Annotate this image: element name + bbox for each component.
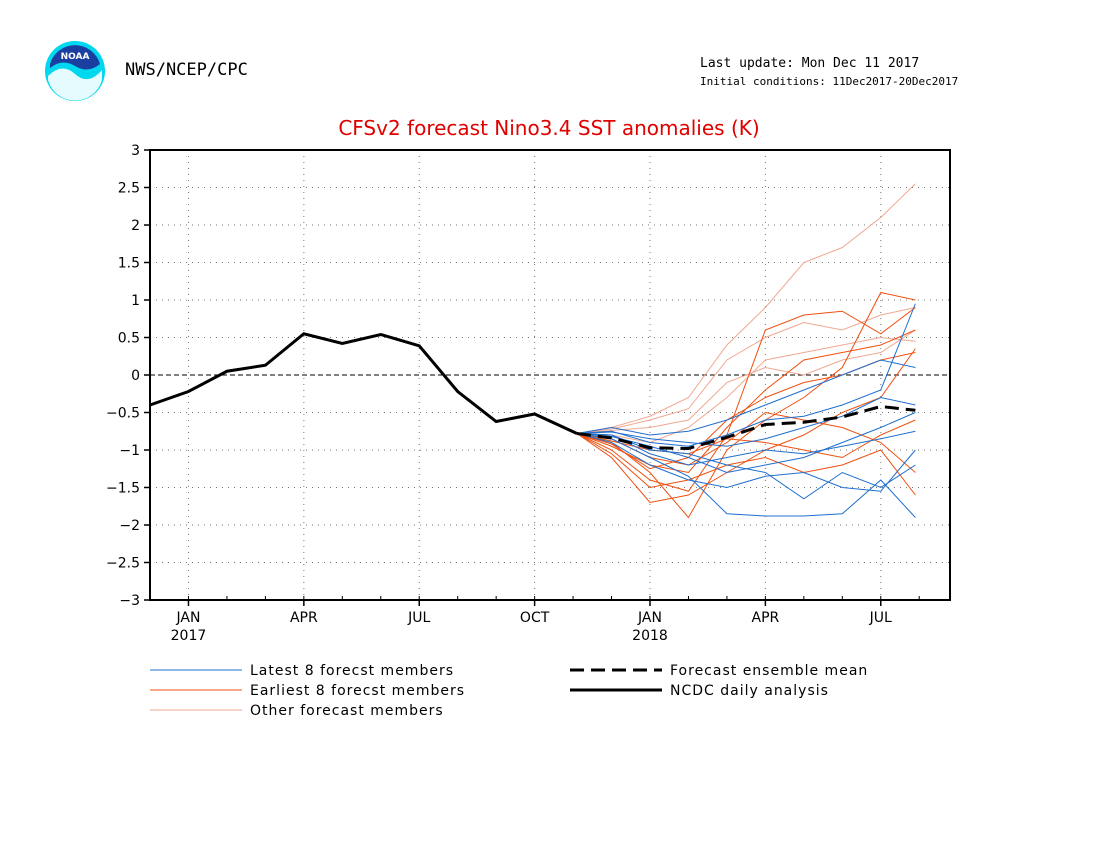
legend-latest-label: Latest 8 forecst members xyxy=(250,663,454,679)
y-tick-label: −1.5 xyxy=(106,481,140,497)
latest-member-line xyxy=(576,303,916,447)
y-tick-label: 1 xyxy=(131,293,140,309)
noaa-logo: NOAA xyxy=(45,41,105,101)
y-tick-label: −2 xyxy=(119,518,140,534)
legend-other-label: Other forecast members xyxy=(250,703,444,719)
ensemble-mean-line xyxy=(576,404,916,451)
x-tick-label: APR xyxy=(290,610,318,626)
y-tick-label: 1.5 xyxy=(118,256,140,272)
y-tick-label: 0.5 xyxy=(118,331,140,347)
chart-title: CFSv2 forecast Nino3.4 SST anomalies (K) xyxy=(338,116,759,140)
axes: 3 2.5 2 1.5 1 0.5 0 −0.5 −1 −1.5 −2 −2.5 −3 JAN 2017 AP… xyxy=(106,143,951,644)
x-tick-label: JUL xyxy=(407,610,430,626)
y-tick-label: 2.5 xyxy=(118,181,140,197)
other-member-line xyxy=(576,336,916,444)
grid xyxy=(150,150,950,600)
earliest-member-line xyxy=(576,291,916,519)
legend-analysis-label: NCDC daily analysis xyxy=(670,683,829,699)
other-member-line xyxy=(576,183,916,434)
legend-mean-label: Forecast ensemble mean xyxy=(670,663,868,679)
org-label: NWS/NCEP/CPC xyxy=(125,60,248,80)
x-tick-label: JUL xyxy=(869,610,892,626)
y-tick-label: −1 xyxy=(119,443,140,459)
initial-conditions: Initial conditions: 11Dec2017-20Dec2017 xyxy=(700,75,959,88)
latest-member-line xyxy=(576,433,916,492)
y-tick-label: 2 xyxy=(131,218,140,234)
legend: Latest 8 forecst members Earliest 8 forec… xyxy=(150,663,868,719)
y-tick-label: −0.5 xyxy=(106,406,140,422)
forecast-members xyxy=(576,183,916,519)
x-tick-label: APR xyxy=(752,610,780,626)
x-year-label: 2018 xyxy=(632,628,668,644)
earliest-member-line xyxy=(576,307,916,492)
noaa-logo-text: NOAA xyxy=(61,52,90,62)
latest-member-line xyxy=(576,433,916,518)
earliest-member-line xyxy=(576,419,916,459)
x-tick-label: JAN xyxy=(175,610,200,626)
x-tick-label: JAN xyxy=(637,610,662,626)
latest-member-line xyxy=(576,359,916,436)
y-tick-label: −2.5 xyxy=(106,556,140,572)
x-tick-label: OCT xyxy=(520,610,550,626)
y-tick-label: 3 xyxy=(131,143,140,159)
y-tick-label: 0 xyxy=(131,368,140,384)
other-member-line xyxy=(576,329,916,434)
last-update: Last update: Mon Dec 11 2017 xyxy=(700,56,920,71)
earliest-member-line xyxy=(576,433,916,496)
earliest-member-line xyxy=(576,329,916,474)
latest-member-line xyxy=(576,396,916,447)
x-year-label: 2017 xyxy=(171,628,207,644)
analysis-line xyxy=(149,332,578,435)
y-tick-label: −3 xyxy=(119,593,140,609)
legend-earliest-label: Earliest 8 forecst members xyxy=(250,683,465,699)
main-lines xyxy=(149,332,916,451)
plot-frame xyxy=(149,149,951,601)
